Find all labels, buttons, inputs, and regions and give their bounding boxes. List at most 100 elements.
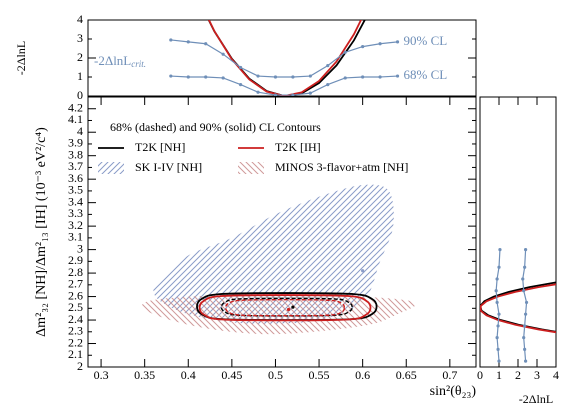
- profile-point: [498, 248, 502, 252]
- y-tick-label: 3.7: [68, 159, 83, 173]
- y-tick-label: 2.6: [68, 288, 83, 302]
- y-tick-label: 4: [77, 12, 83, 26]
- legend-swatch: [238, 162, 264, 174]
- y-tick-label: 3.2: [68, 218, 83, 232]
- profile-point: [496, 324, 500, 328]
- profile-line: [480, 283, 556, 334]
- profile-point: [521, 277, 525, 281]
- profile-point: [523, 347, 527, 351]
- y-tick-label: 3.1: [68, 230, 83, 244]
- profile-point: [256, 74, 260, 78]
- profile-line: [170, 75, 398, 96]
- x-tick-label: 0.45: [221, 368, 242, 382]
- x-axis-label: sin²(θ₂₃): [430, 384, 477, 399]
- profile-point: [494, 289, 498, 293]
- y-tick-label: 0: [77, 88, 83, 102]
- profile-point: [378, 75, 382, 79]
- profile-point: [186, 75, 190, 79]
- profile-point: [361, 45, 365, 49]
- crit-annotation: -2ΔlnLcrit.: [94, 53, 146, 69]
- y-tick-label: 4.2: [68, 100, 83, 114]
- profile-point: [495, 300, 499, 305]
- top-y-label: -2ΔlnL: [14, 41, 28, 75]
- profile-point: [186, 40, 190, 44]
- crit-text: -2ΔlnL: [94, 53, 131, 68]
- legend-label: MINOS 3-flavor+atm [NH]: [275, 160, 408, 174]
- profile-point: [256, 90, 260, 94]
- y-tick-label: 4.1: [68, 112, 83, 126]
- x-tick-label: 0.65: [396, 368, 417, 382]
- profile-point: [497, 265, 501, 269]
- y-tick-label: 2.3: [68, 324, 83, 338]
- profile-line: [522, 249, 528, 362]
- profile-point: [395, 40, 400, 44]
- profile-point: [522, 289, 526, 293]
- contour: [142, 294, 417, 335]
- profile-line: [207, 20, 363, 96]
- cl-label: 90% CL: [404, 33, 448, 48]
- y-tick-label: 3: [77, 241, 83, 255]
- y-tick-label: 3.3: [68, 206, 83, 220]
- x-tick-label: 0.4: [181, 368, 196, 382]
- cl-label: 68% CL: [404, 67, 448, 82]
- y-tick-label: 1: [77, 69, 83, 83]
- y-tick-label: 2.7: [68, 277, 83, 291]
- y-tick-label: 2.2: [68, 335, 83, 349]
- profile-line: [170, 39, 398, 78]
- x-tick-label: 0.7: [442, 368, 457, 382]
- profile-point: [378, 42, 382, 46]
- legend-swatch: [98, 162, 124, 174]
- best-fit: [291, 305, 295, 309]
- profile-point: [204, 75, 208, 79]
- profile-point: [308, 91, 312, 95]
- profile-point: [169, 74, 173, 78]
- y-tick-label: 2.5: [68, 300, 83, 314]
- y-tick-label: 3.5: [68, 183, 83, 197]
- x-tick-label: 0.35: [134, 368, 155, 382]
- x-tick-label: 2: [515, 368, 521, 382]
- profile-point: [496, 347, 500, 351]
- profile-point: [524, 300, 529, 305]
- x-tick-label: 0.55: [309, 368, 330, 382]
- profile-point: [308, 74, 312, 78]
- profile-point: [238, 83, 243, 87]
- contour: [198, 294, 372, 322]
- x-tick-label: 0: [477, 368, 483, 382]
- y-tick-label: 3.8: [68, 147, 83, 161]
- best-fit: [361, 269, 365, 273]
- profile-point: [343, 76, 347, 80]
- plot-area: [142, 184, 417, 335]
- profile-point: [273, 93, 278, 96]
- profile-point: [169, 38, 173, 42]
- y-tick-label: 4: [77, 124, 83, 138]
- x-tick-label: 0.6: [355, 368, 370, 382]
- y-tick-label: 3.4: [68, 194, 83, 208]
- contour: [225, 299, 346, 317]
- plot-area: [480, 248, 556, 363]
- profile-point: [221, 76, 225, 80]
- profile-point: [523, 324, 527, 328]
- profile-point: [495, 277, 499, 281]
- profile-line: [495, 249, 501, 362]
- y-tick-label: 2.8: [68, 265, 83, 279]
- profile-point: [524, 359, 528, 363]
- profile-point: [238, 65, 243, 70]
- contour: [220, 297, 353, 317]
- y-tick-label: 2.9: [68, 253, 83, 267]
- legend-label: T2K [NH]: [135, 140, 185, 154]
- x-tick-label: 3: [534, 368, 540, 382]
- y-axis-label: Δm²₃₂ [NH]/Δm²₁₃ [IH] (10⁻³ eV²/c⁴): [34, 127, 49, 337]
- profile-point: [291, 75, 295, 79]
- y-tick-label: 2.1: [68, 347, 83, 361]
- profile-point: [291, 93, 295, 96]
- profile-point: [326, 83, 330, 87]
- profile-point: [326, 64, 330, 68]
- profile-point: [523, 265, 527, 269]
- top-frame: [87, 19, 477, 97]
- profile-point: [221, 52, 225, 56]
- legend-label: T2K [IH]: [275, 140, 321, 154]
- right-x-label: -2ΔlnL: [519, 392, 553, 406]
- best-fit: [286, 307, 291, 312]
- profile-point: [524, 248, 528, 252]
- profile-point: [522, 336, 526, 340]
